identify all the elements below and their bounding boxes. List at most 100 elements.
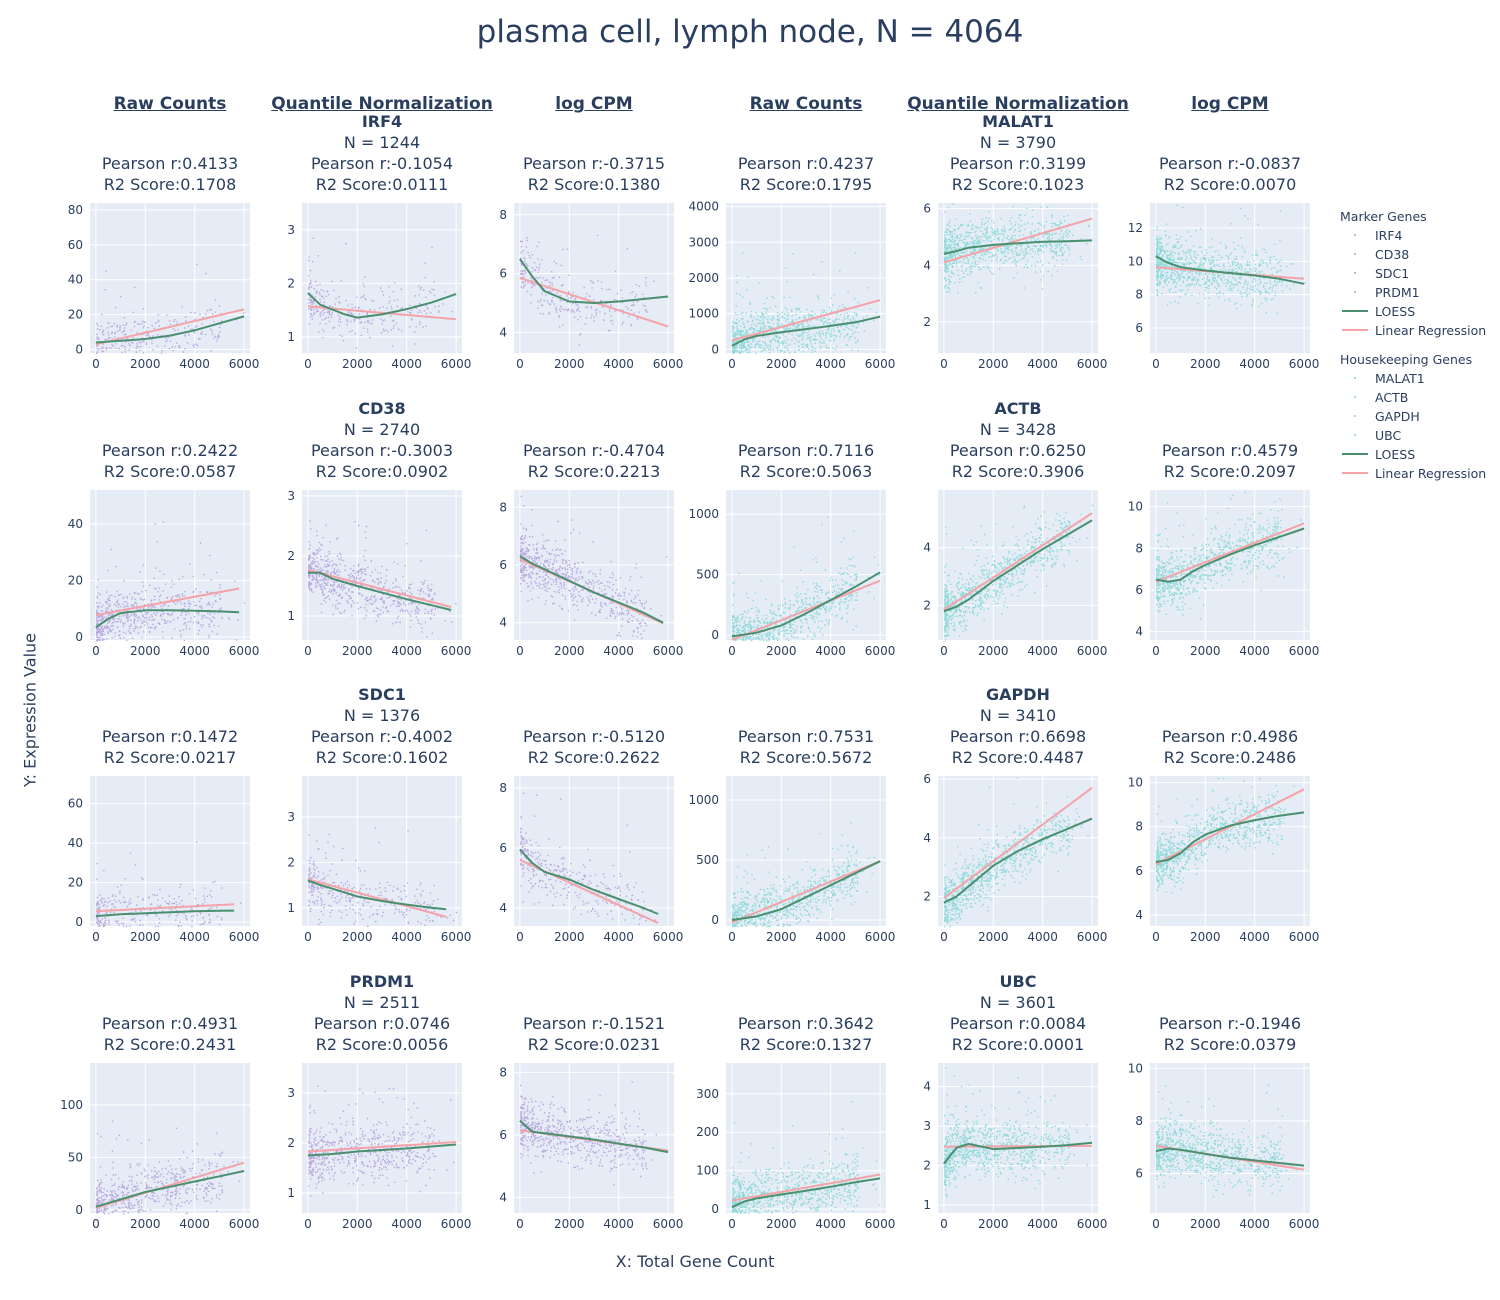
scatter-subplot[interactable]: 0 2000 4000 6000 6 8 10	[1128, 1061, 1320, 1231]
subplot-title: Pearson r:0.2422 R2 Score:0.0587	[50, 440, 290, 482]
scatter-subplot[interactable]: 0 2000 4000 6000 0 100 200 300	[696, 1063, 895, 1231]
y-tick-label: 0	[711, 1202, 719, 1216]
x-tick-label: 6000	[1077, 644, 1108, 658]
r2-label: R2 Score:0.0902	[315, 462, 449, 481]
scatter-subplot[interactable]: 0 2000 4000 6000 2 4 6	[923, 202, 1107, 371]
scatter-subplot[interactable]: 0 2000 4000 6000 0 1000 2000 3000 4000	[688, 200, 895, 371]
sample-count: N = 2740	[343, 420, 421, 439]
scatter-subplot[interactable]: 0 2000 4000 6000 2 4 6	[923, 772, 1107, 944]
legend-item[interactable]: CD38	[1340, 245, 1486, 264]
legend-item[interactable]: LOESS	[1340, 445, 1486, 464]
x-tick-label: 6000	[865, 930, 896, 944]
y-tick-label: 3	[287, 1086, 295, 1100]
legend[interactable]: Marker Genes IRF4 CD38 SDC1 PRDM1 LOESS Linear…	[1340, 207, 1486, 493]
x-tick-label: 4000	[179, 930, 210, 944]
scatter-subplot[interactable]: 0 2000 4000 6000 0 50 100	[60, 1063, 259, 1231]
scatter-points	[1155, 777, 1295, 894]
subplot-svg: 0 2000 4000 6000 4 6 8	[499, 776, 683, 944]
r2-label: R2 Score:0.5672	[739, 748, 873, 767]
subplot-svg: 0 2000 4000 6000 6 8 10	[1128, 1061, 1320, 1231]
scatter-subplot[interactable]: 0 2000 4000 6000 4 6 8	[499, 776, 683, 944]
scatter-subplot[interactable]: 0 2000 4000 6000 0 20 40 60	[68, 776, 259, 944]
x-tick-label: 2000	[554, 357, 585, 371]
subplot-title: ACTB N = 3428 Pearson r:0.6250 R2 Score:0.3…	[898, 398, 1138, 482]
legend-item[interactable]: Linear Regression	[1340, 464, 1486, 483]
subplot-svg: 0 2000 4000 6000 1 2 3 4	[923, 1063, 1107, 1231]
subplot-svg: 0 2000 4000 6000 4 6 8	[499, 1063, 683, 1231]
marker-swatch-icon	[1340, 283, 1370, 302]
subplot-svg: 0 2000 4000 6000 4 6 8 10	[1128, 776, 1320, 944]
scatter-subplot[interactable]: 0 2000 4000 6000 0 500 1000	[688, 776, 895, 944]
subplot-svg: 0 2000 4000 6000 0 20 40	[68, 490, 259, 658]
x-tick-label: 6000	[441, 357, 472, 371]
legend-item[interactable]: UBC	[1340, 426, 1486, 445]
subplot-title: UBC N = 3601 Pearson r:0.0084 R2 Score:0.00…	[898, 971, 1138, 1055]
loess-line	[943, 1141, 1093, 1165]
x-tick-label: 0	[940, 1217, 948, 1231]
pearson-label: Pearson r:0.4931	[101, 1014, 239, 1033]
y-tick-label: 1	[923, 1198, 931, 1212]
x-tick-label: 2000	[554, 930, 585, 944]
y-tick-label: 6	[1135, 864, 1143, 878]
x-tick-label: 6000	[1289, 644, 1320, 658]
scatter-subplot[interactable]: 0 2000 4000 6000 2 4	[923, 490, 1107, 658]
x-tick-label: 2000	[130, 1217, 161, 1231]
linear-regression-line	[731, 860, 881, 924]
scatter-subplot[interactable]: 0 2000 4000 6000 0 20 40 60 80	[68, 203, 260, 371]
scatter-subplot[interactable]: 0 2000 4000 6000 1 2 3	[287, 203, 471, 371]
legend-item[interactable]: PRDM1	[1340, 283, 1486, 302]
legend-item[interactable]: LOESS	[1340, 302, 1486, 321]
sample-count: N = 3410	[979, 706, 1057, 725]
legend-item[interactable]: Linear Regression	[1340, 321, 1486, 340]
legend-item-label: LOESS	[1375, 447, 1416, 462]
legend-item[interactable]: IRF4	[1340, 226, 1486, 245]
pearson-label: Pearson r:-0.1946	[1158, 1014, 1302, 1033]
x-tick-label: 2000	[554, 644, 585, 658]
subplot-svg: 0 2000 4000 6000 2 4 6	[923, 202, 1107, 371]
x-tick-label: 4000	[815, 1217, 846, 1231]
scatter-subplot[interactable]: 0 2000 4000 6000 4 6 8 10	[1128, 490, 1319, 658]
plot-background	[1150, 1063, 1310, 1213]
y-tick-label: 50	[68, 1150, 83, 1164]
r2-label: R2 Score:0.0111	[315, 175, 449, 194]
scatter-subplot[interactable]: 0 2000 4000 6000 1 2 3	[287, 1063, 471, 1231]
scatter-subplot[interactable]: 0 2000 4000 6000 4 6 8 10	[1128, 776, 1320, 944]
subplot-title: Pearson r:-0.0837 R2 Score:0.0070	[1110, 153, 1350, 195]
sample-count: N = 3428	[979, 420, 1057, 439]
legend-group-title: Housekeeping Genes	[1340, 352, 1473, 367]
x-tick-label: 4000	[815, 644, 846, 658]
r2-label: R2 Score:0.0217	[103, 748, 237, 767]
scatter-subplot[interactable]: 0 2000 4000 6000 1 2 3	[287, 776, 471, 944]
pearson-label: Pearson r:-0.4002	[310, 727, 454, 746]
x-tick-label: 0	[516, 930, 524, 944]
x-tick-label: 4000	[815, 930, 846, 944]
legend-item[interactable]: GAPDH	[1340, 407, 1486, 426]
scatter-subplot[interactable]: 0 2000 4000 6000 1 2 3	[287, 489, 471, 658]
scatter-subplot[interactable]: 0 2000 4000 6000 0 500 1000	[688, 490, 895, 658]
x-tick-label: 2000	[342, 357, 373, 371]
loess-line	[95, 909, 235, 918]
loess-line	[519, 848, 659, 915]
scatter-subplot[interactable]: 0 2000 4000 6000 6 8 10 12	[1128, 203, 1319, 371]
scatter-subplot[interactable]: 0 2000 4000 6000 4 6 8	[499, 203, 683, 371]
loess-line	[519, 258, 669, 305]
scatter-subplot[interactable]: 0 2000 4000 6000 1 2 3 4	[923, 1063, 1107, 1231]
x-tick-label: 6000	[441, 644, 472, 658]
marker-swatch-icon	[1340, 407, 1370, 426]
plot-background	[90, 203, 250, 353]
y-tick-label: 0	[711, 342, 719, 356]
subplot-title: Pearson r:-0.1946 R2 Score:0.0379	[1110, 1013, 1350, 1055]
subplot-title: SDC1 N = 1376 Pearson r:-0.4002 R2 Score:0.…	[262, 684, 502, 768]
legend-item[interactable]: SDC1	[1340, 264, 1486, 283]
scatter-subplot[interactable]: 0 2000 4000 6000 4 6 8	[499, 1063, 683, 1231]
x-tick-label: 0	[940, 357, 948, 371]
point-cloud	[731, 822, 876, 928]
legend-item[interactable]: ACTB	[1340, 388, 1486, 407]
x-tick-label: 0	[1152, 357, 1160, 371]
scatter-subplot[interactable]: 0 2000 4000 6000 0 20 40	[68, 490, 259, 658]
plot-background	[938, 203, 1098, 353]
scatter-subplot[interactable]: 0 2000 4000 6000 4 6 8	[499, 490, 683, 658]
x-tick-label: 0	[516, 644, 524, 658]
linear-regression-line	[731, 1173, 881, 1202]
legend-item[interactable]: MALAT1	[1340, 369, 1486, 388]
